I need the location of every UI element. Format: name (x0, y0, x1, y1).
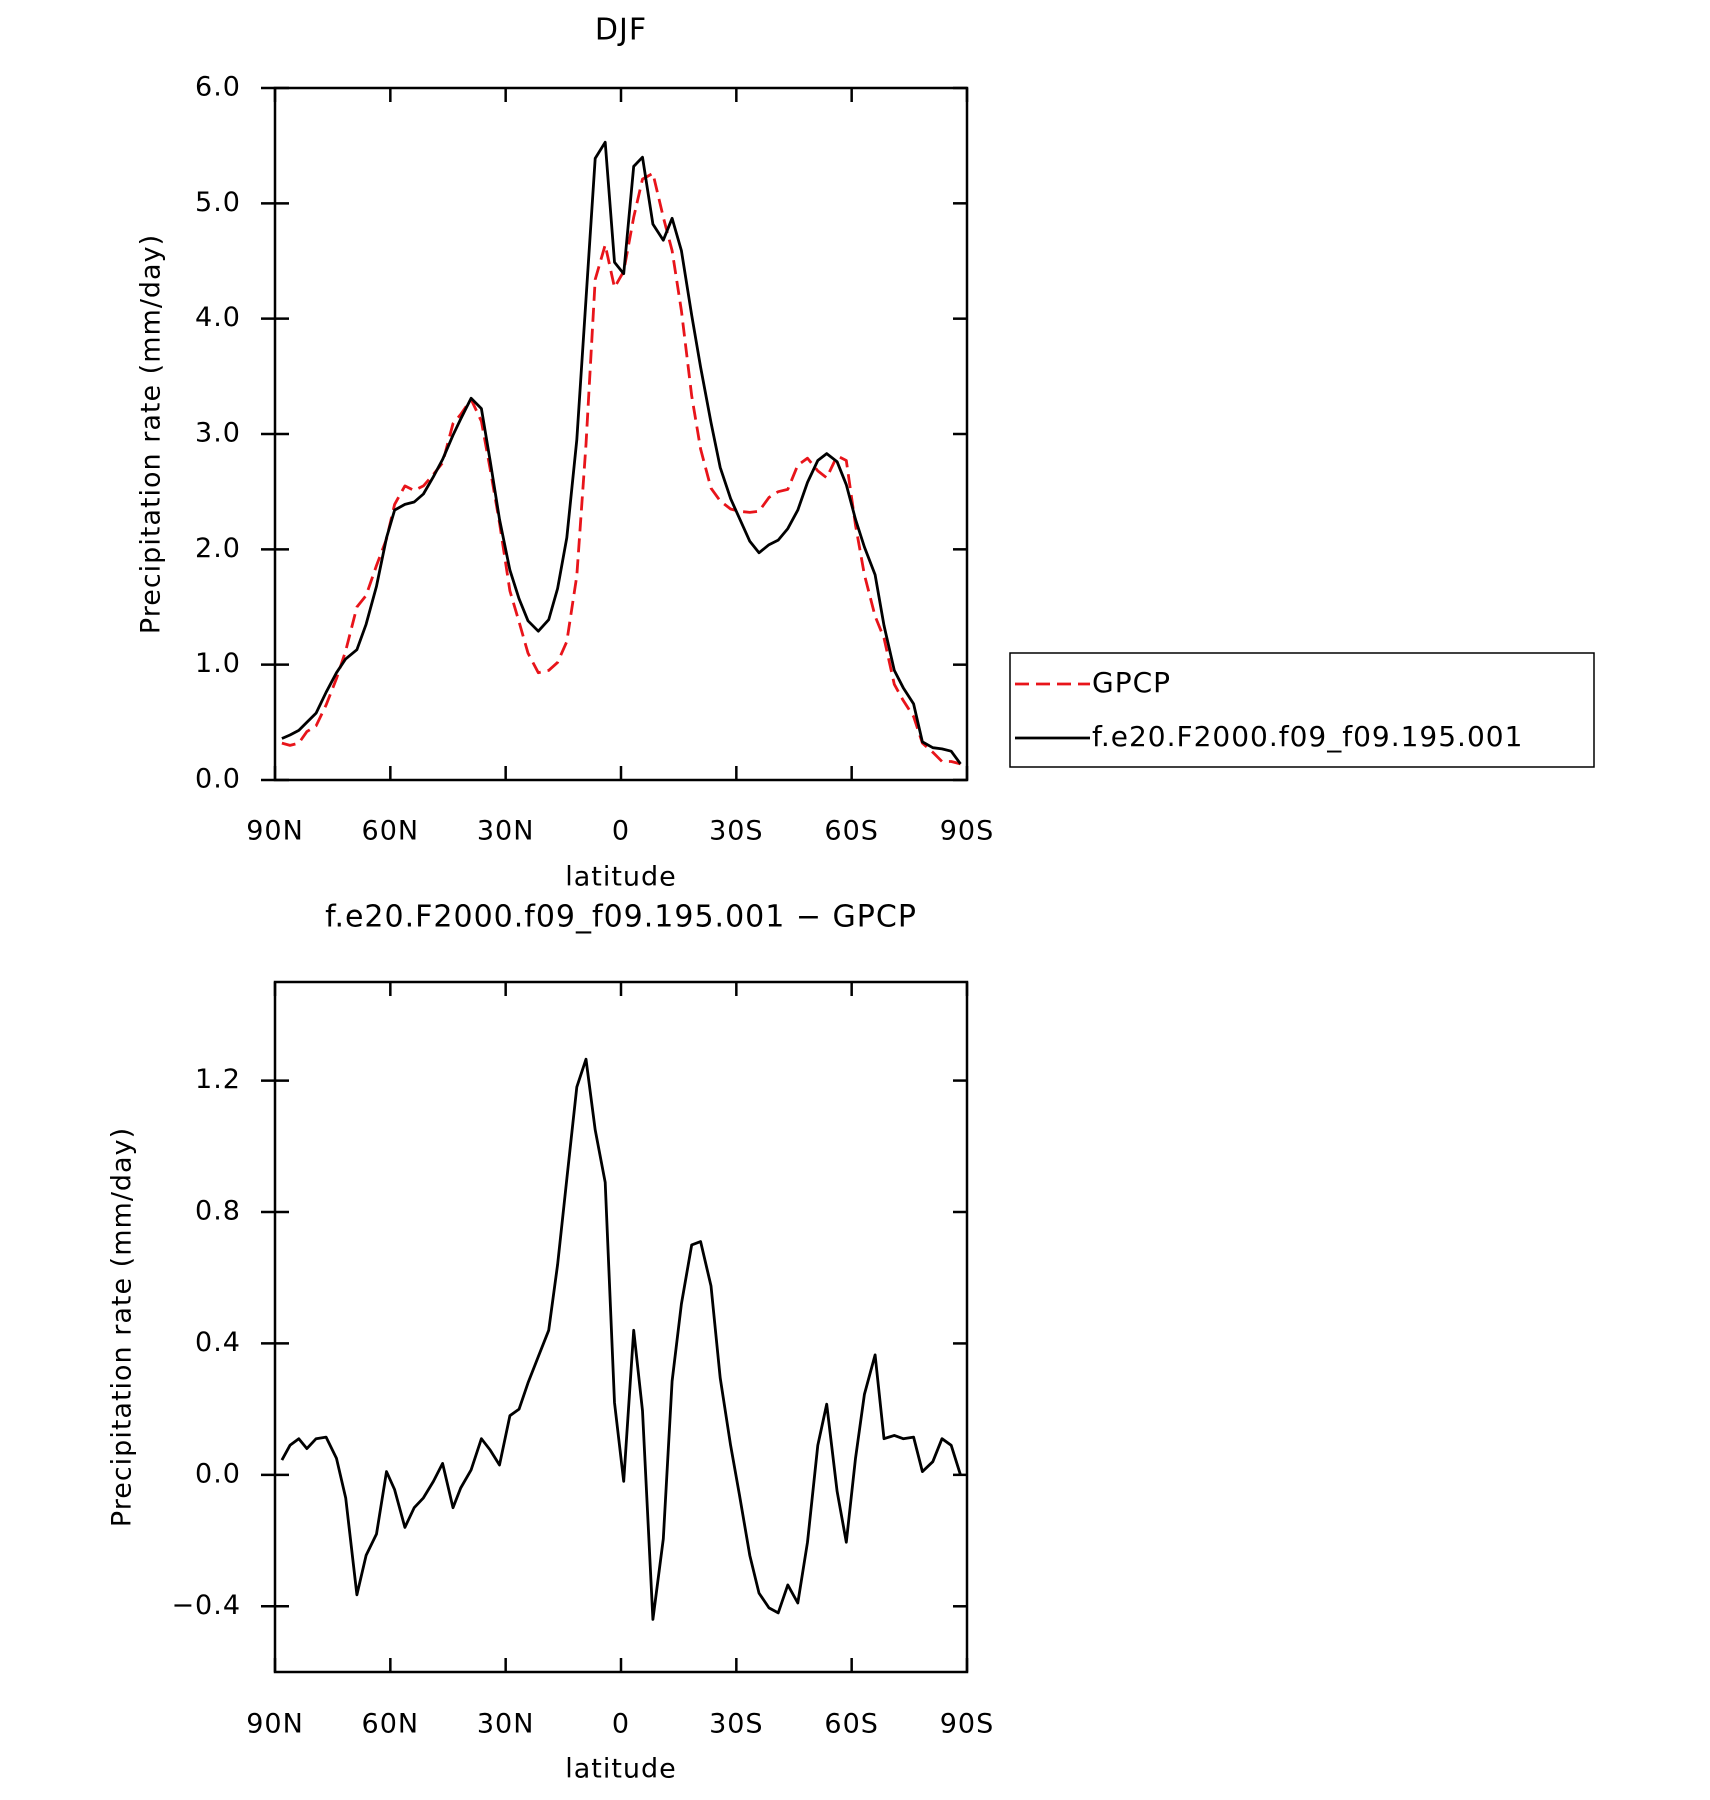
data-line (281, 171, 961, 766)
x-tick-label: 30N (477, 816, 535, 847)
y-tick-label: 3.0 (195, 418, 241, 449)
y-tick-label: 5.0 (195, 187, 241, 218)
x-tick-label: 0 (612, 816, 630, 847)
x-tick-label: 60S (824, 1709, 879, 1740)
x-tick-label: 0 (612, 1709, 630, 1740)
y-tick-label: 1.2 (195, 1064, 241, 1095)
x-tick-label: 90S (940, 816, 995, 847)
y-axis-label: Precipitation rate (mm/day) (107, 1127, 138, 1527)
x-tick-label: 30N (477, 1709, 535, 1740)
y-tick-label: 2.0 (195, 533, 241, 564)
x-axis-label: latitude (565, 862, 677, 893)
y-tick-label: 0.8 (195, 1196, 241, 1227)
x-tick-label: 30S (709, 1709, 764, 1740)
x-tick-label: 60N (362, 1709, 420, 1740)
data-line (280, 1057, 962, 1621)
data-line (281, 140, 962, 765)
plot-frame (273, 980, 969, 1674)
x-tick-label: 60N (362, 816, 420, 847)
x-tick-label: 90N (246, 816, 304, 847)
chart-title: f.e20.F2000.f09_f09.195.001 − GPCP (325, 900, 917, 935)
y-tick-label: 0.0 (195, 1458, 241, 1489)
x-tick-label: 60S (824, 816, 879, 847)
chart-title: DJF (595, 13, 647, 48)
legend-label: GPCP (1092, 666, 1171, 699)
y-tick-label: −0.4 (171, 1590, 241, 1621)
legend-box (1009, 652, 1595, 768)
y-tick-label: 6.0 (195, 72, 241, 103)
legend-label: f.e20.F2000.f09_f09.195.001 (1092, 720, 1523, 753)
plot-frame (273, 86, 969, 782)
x-axis-label: latitude (565, 1754, 677, 1785)
y-tick-label: 0.4 (195, 1327, 241, 1358)
x-tick-label: 30S (709, 816, 764, 847)
y-tick-label: 1.0 (195, 648, 241, 679)
x-tick-label: 90N (246, 1709, 304, 1740)
y-tick-label: 4.0 (195, 302, 241, 333)
x-tick-label: 90S (940, 1709, 995, 1740)
y-axis-label: Precipitation rate (mm/day) (136, 234, 167, 634)
y-tick-label: 0.0 (195, 764, 241, 795)
